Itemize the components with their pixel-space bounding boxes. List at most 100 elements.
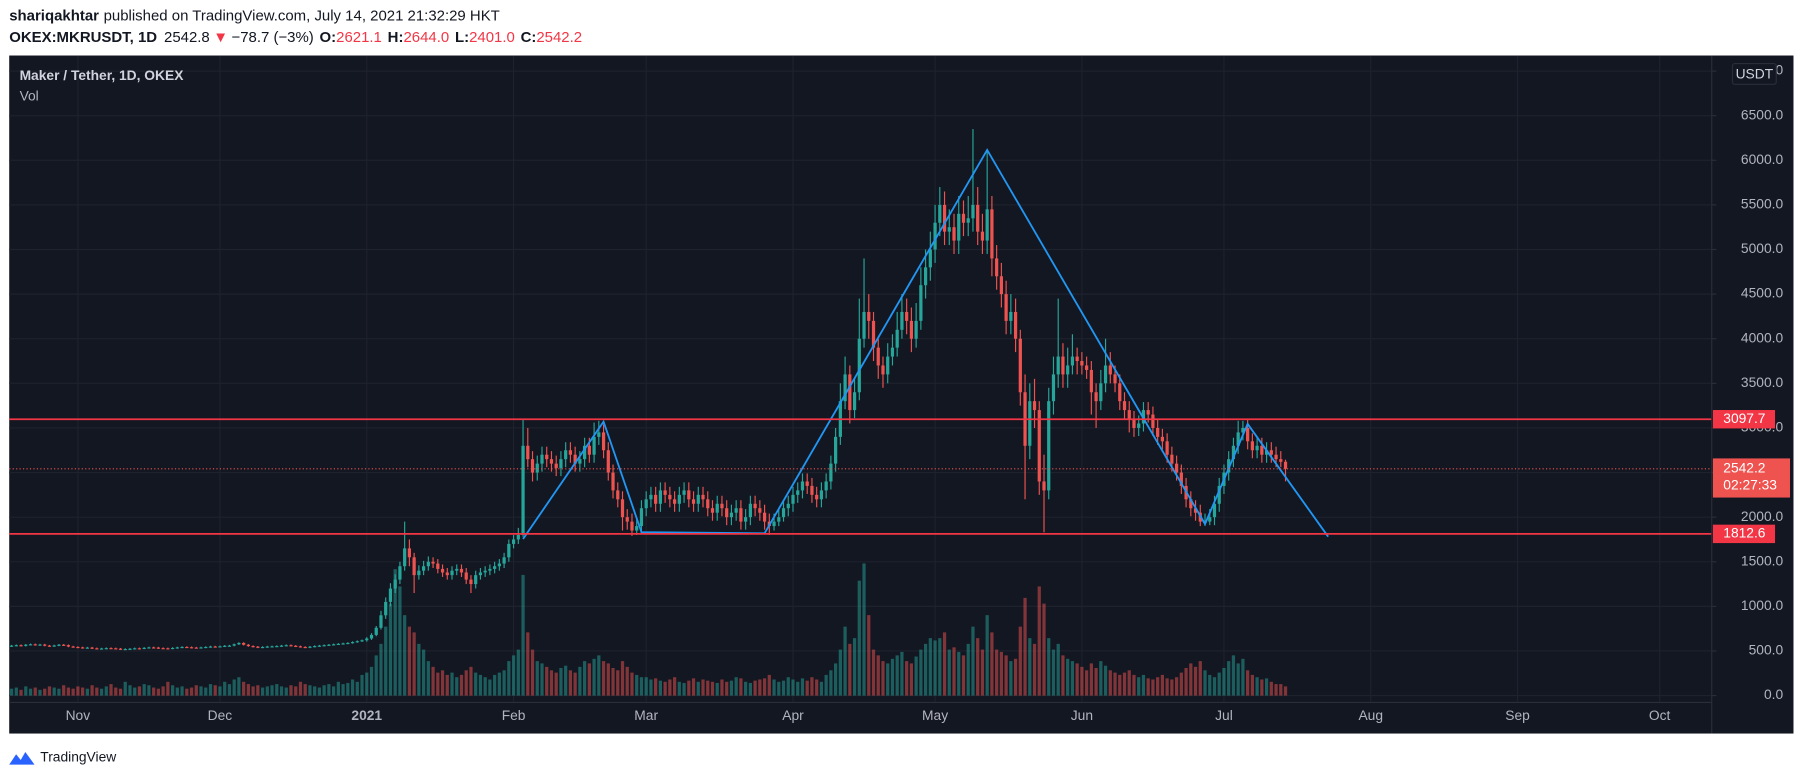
volume-bar bbox=[734, 677, 738, 696]
candle-body bbox=[1113, 374, 1117, 384]
candle-body bbox=[14, 645, 18, 647]
volume-bar bbox=[393, 569, 397, 696]
x-tick-label: Feb bbox=[502, 707, 526, 723]
volume-bar bbox=[1066, 658, 1070, 696]
volume-bar bbox=[720, 679, 724, 696]
volume-bar bbox=[900, 651, 904, 696]
candle-body bbox=[1241, 427, 1245, 433]
volume-bar bbox=[976, 638, 980, 696]
volume-bar bbox=[71, 688, 75, 696]
volume-bar bbox=[1151, 679, 1155, 696]
volume-bar bbox=[232, 679, 236, 696]
volume-bar bbox=[819, 681, 824, 696]
candle-body bbox=[1283, 461, 1288, 469]
volume-bar bbox=[1009, 661, 1013, 696]
brand-icon bbox=[9, 751, 35, 765]
candle-body bbox=[19, 645, 23, 647]
volume-bar bbox=[980, 649, 985, 696]
volume-bar bbox=[1269, 681, 1273, 696]
overlay-layer bbox=[9, 148, 1712, 540]
candle-body bbox=[204, 646, 208, 649]
candle-body bbox=[1179, 472, 1183, 486]
candle-body bbox=[677, 494, 681, 504]
candle-body bbox=[966, 218, 970, 223]
volume-bar bbox=[1165, 678, 1169, 696]
volume-bar bbox=[407, 626, 412, 696]
candle-body bbox=[672, 499, 677, 504]
legend: Maker / Tether, 1D, OKEX bbox=[20, 67, 185, 83]
volume-bar bbox=[710, 681, 715, 696]
candle-body bbox=[270, 646, 274, 648]
volume-bar bbox=[204, 687, 208, 696]
candle-body bbox=[1103, 365, 1108, 384]
volume-bar bbox=[275, 684, 279, 696]
volume-bar bbox=[985, 615, 989, 696]
candle-body bbox=[95, 648, 99, 650]
volume-bar bbox=[43, 688, 47, 696]
candle-body bbox=[829, 463, 833, 482]
volume-bar bbox=[639, 677, 644, 696]
candle-body bbox=[1156, 427, 1160, 437]
candle-body bbox=[625, 517, 629, 522]
candle-body bbox=[1227, 459, 1231, 473]
candle-body bbox=[1217, 485, 1221, 504]
volume-bar bbox=[871, 649, 876, 696]
candle-body bbox=[289, 645, 293, 647]
candle-body bbox=[346, 642, 350, 645]
candle-body bbox=[691, 499, 696, 504]
volume-bar bbox=[1255, 677, 1259, 696]
candle-body bbox=[223, 645, 227, 647]
volume-bar bbox=[881, 661, 885, 696]
volume-bar bbox=[455, 677, 459, 696]
candle-body bbox=[658, 490, 663, 504]
volume-bar bbox=[175, 687, 179, 696]
candle-body bbox=[744, 517, 748, 522]
volume-bar bbox=[24, 686, 28, 696]
volume-bar bbox=[1189, 663, 1193, 696]
candle-body bbox=[639, 508, 644, 527]
candle-body bbox=[161, 648, 165, 650]
volume-bar bbox=[1103, 665, 1108, 696]
volume-bar bbox=[725, 681, 729, 696]
volume-bar bbox=[914, 656, 918, 696]
volume-bar bbox=[545, 666, 549, 696]
x-tick-label: Oct bbox=[1649, 707, 1671, 723]
volume-bar bbox=[848, 643, 852, 696]
volume-bar bbox=[199, 686, 203, 696]
candle-body bbox=[469, 579, 473, 585]
y-tick-label: 1000.0 bbox=[1741, 597, 1784, 613]
volume-bar bbox=[123, 681, 127, 696]
candle-body bbox=[237, 642, 241, 645]
candle-body bbox=[62, 644, 66, 646]
candle-body bbox=[521, 445, 525, 535]
volume-bar bbox=[611, 668, 615, 696]
volume-bar bbox=[99, 688, 104, 696]
volume-bar bbox=[298, 681, 303, 696]
volume-bar bbox=[1227, 661, 1231, 696]
candle-body bbox=[976, 204, 980, 232]
candle-body bbox=[957, 213, 961, 241]
candle-body bbox=[990, 209, 994, 259]
volume-bar bbox=[66, 687, 71, 696]
volume-bar bbox=[772, 679, 776, 696]
candle-body bbox=[493, 566, 497, 569]
candle-body bbox=[725, 508, 729, 518]
candle-body bbox=[805, 481, 809, 486]
y-tick-label: 1500.0 bbox=[1741, 552, 1784, 568]
candle-body bbox=[445, 572, 449, 576]
candle-body bbox=[914, 320, 918, 339]
volume-bar bbox=[161, 686, 165, 696]
ohlc-key: L: bbox=[455, 29, 469, 46]
brand-logo: TradingView bbox=[9, 748, 116, 765]
volume-bar bbox=[947, 649, 951, 696]
volume-layer bbox=[9, 563, 1288, 696]
volume-bar bbox=[919, 649, 923, 696]
candle-body bbox=[1047, 401, 1051, 491]
candle-body bbox=[412, 557, 416, 576]
candle-body bbox=[450, 570, 454, 576]
ohlc-value: 2621.1 bbox=[336, 29, 382, 46]
candle-body bbox=[644, 499, 648, 509]
volume-bar bbox=[450, 672, 454, 696]
candle-body bbox=[1189, 499, 1193, 509]
volume-bar bbox=[1042, 603, 1046, 696]
